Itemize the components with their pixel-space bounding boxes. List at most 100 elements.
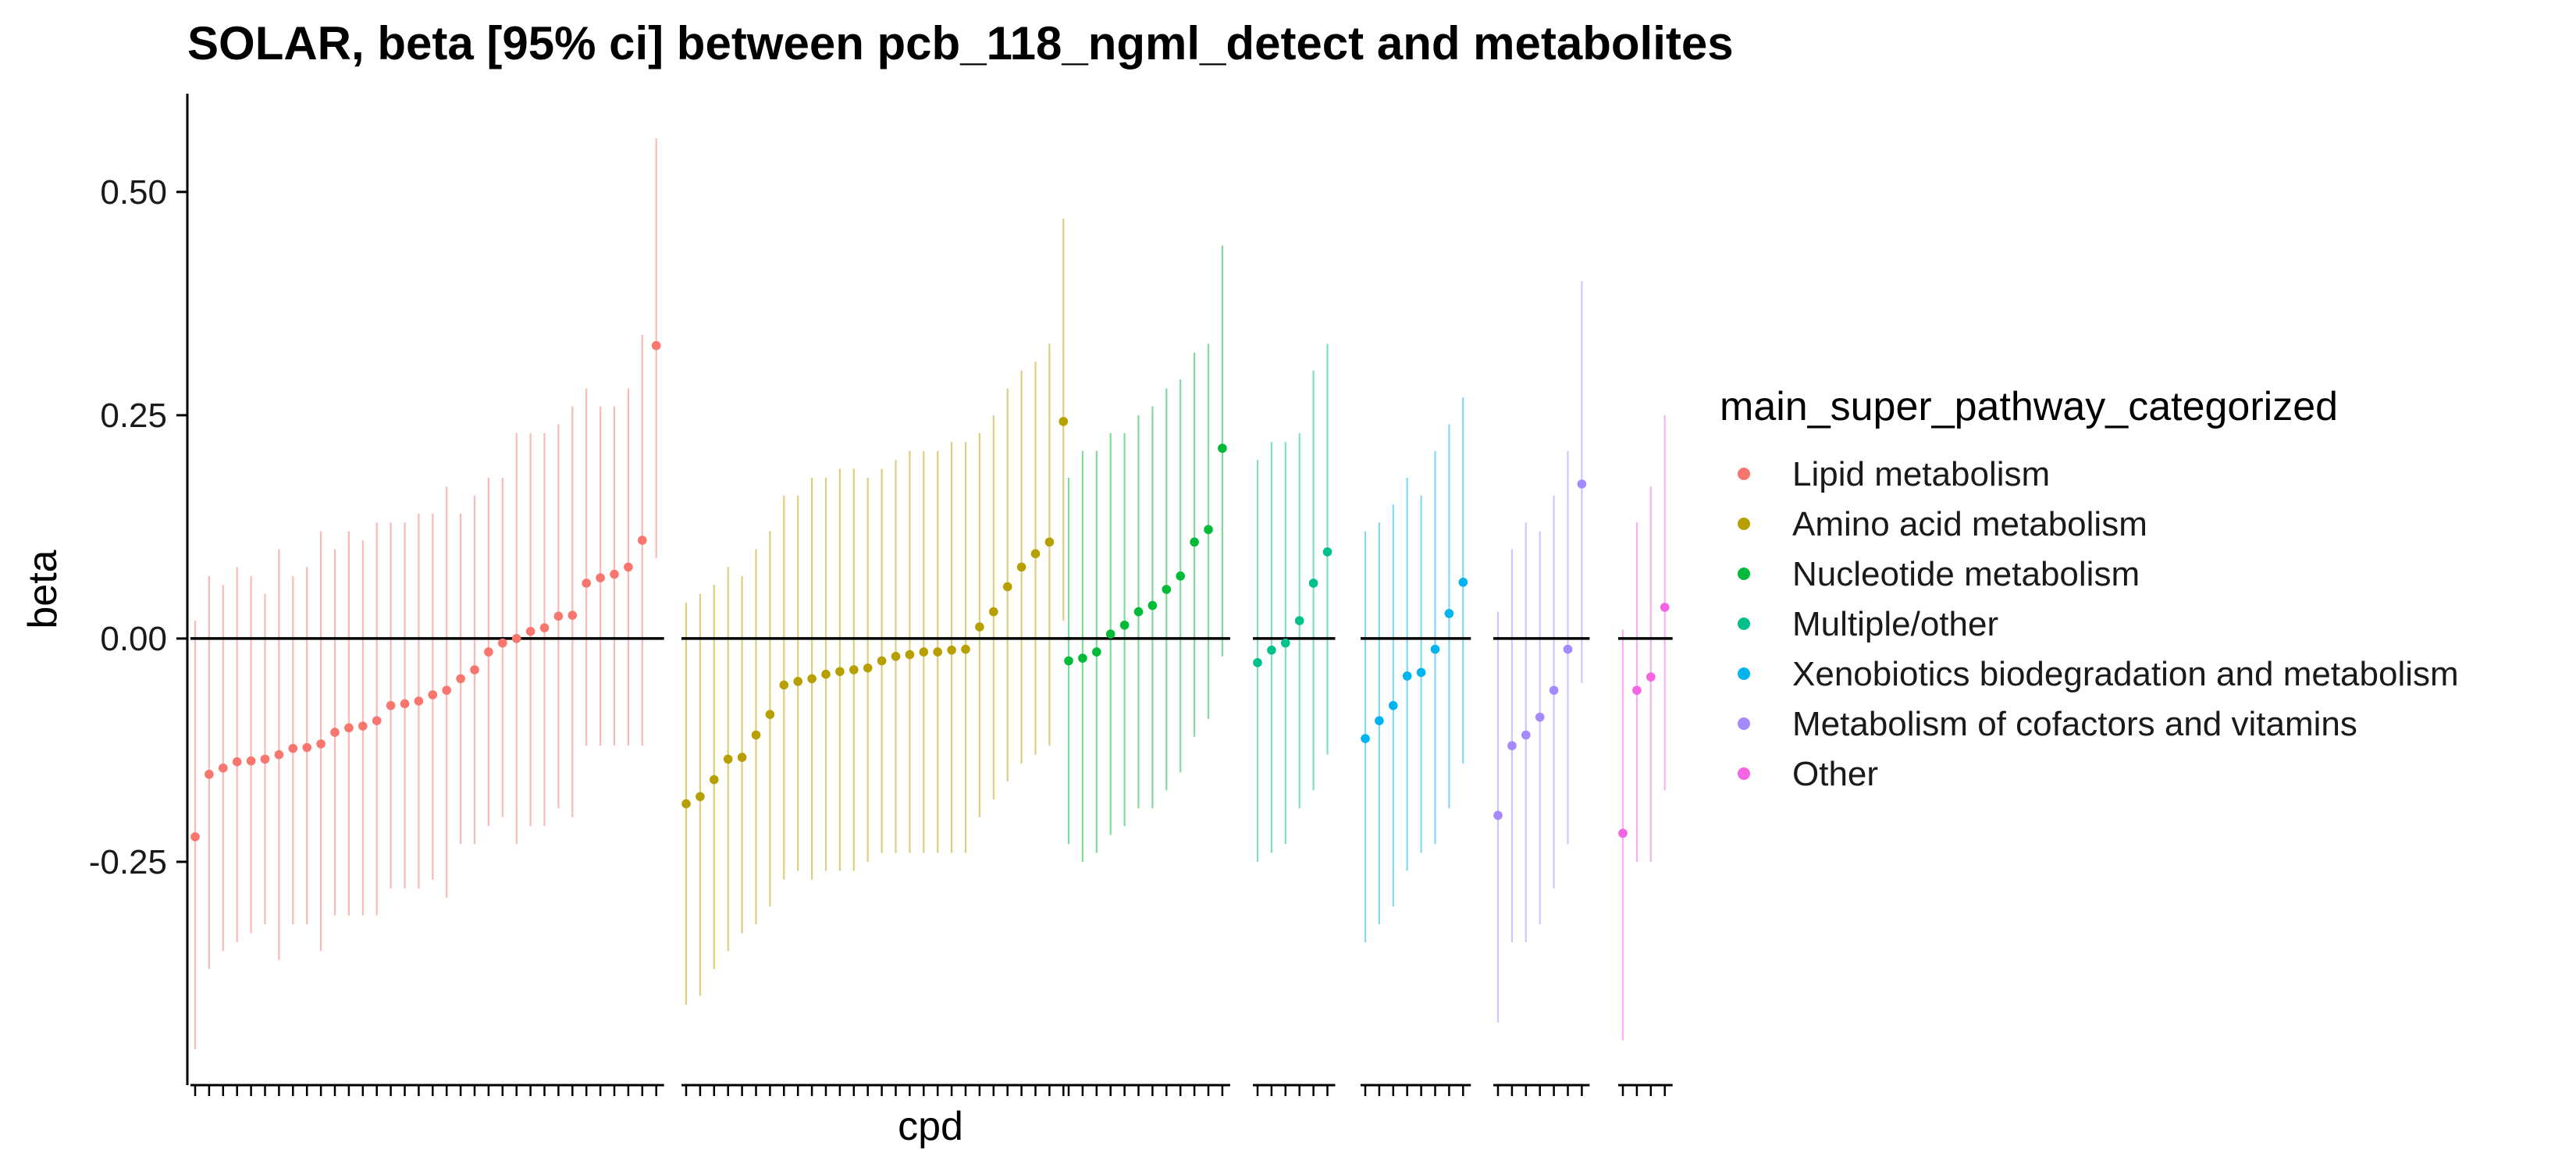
- legend-entry: Nucleotide metabolism: [1792, 555, 2140, 593]
- data-point: [1016, 562, 1026, 572]
- data-point: [1521, 730, 1531, 740]
- data-point: [553, 611, 564, 621]
- data-point: [190, 832, 200, 842]
- data-point: [765, 710, 775, 719]
- panel-5: [1361, 397, 1471, 1096]
- data-point: [961, 644, 970, 654]
- data-point: [498, 638, 507, 648]
- data-point: [1646, 672, 1656, 682]
- legend-swatch: [1738, 568, 1750, 580]
- data-point: [737, 753, 747, 762]
- data-point: [1507, 741, 1517, 751]
- data-point: [681, 799, 691, 809]
- data-point: [1162, 585, 1172, 594]
- legend-entry: Multiple/other: [1792, 605, 1998, 643]
- legend-entry: Lipid metabolism: [1792, 455, 2050, 493]
- data-point: [1308, 578, 1318, 588]
- legend-entry: Other: [1792, 755, 1878, 793]
- data-point: [821, 669, 831, 679]
- data-point: [205, 770, 214, 779]
- data-point: [539, 623, 550, 632]
- data-point: [400, 699, 410, 709]
- data-point: [891, 652, 901, 661]
- data-point: [596, 573, 605, 582]
- data-point: [1430, 644, 1440, 654]
- data-point: [316, 739, 326, 749]
- y-tick-label: -0.25: [89, 843, 167, 881]
- data-point: [1660, 603, 1670, 612]
- data-point: [624, 562, 633, 572]
- data-point: [330, 728, 340, 737]
- panel-4: [1253, 343, 1336, 1096]
- legend-swatch: [1738, 717, 1750, 730]
- legend-swatch: [1738, 667, 1750, 680]
- data-point: [905, 650, 915, 660]
- data-point: [1190, 537, 1199, 547]
- data-point: [1044, 537, 1055, 547]
- legend-swatch: [1738, 618, 1750, 630]
- data-point: [1119, 620, 1130, 630]
- data-point: [975, 622, 984, 632]
- legend-entry: Amino acid metabolism: [1792, 505, 2147, 543]
- panel-2: [681, 219, 1072, 1096]
- data-point: [1535, 712, 1545, 722]
- data-point: [1549, 685, 1559, 696]
- data-point: [1375, 716, 1384, 725]
- data-point: [1632, 685, 1642, 696]
- data-point: [1147, 600, 1158, 610]
- y-axis-title: beta: [20, 550, 66, 628]
- data-point: [1218, 443, 1227, 454]
- data-point: [232, 757, 242, 767]
- data-point: [1493, 810, 1503, 820]
- data-point: [723, 754, 733, 764]
- data-point: [947, 646, 956, 655]
- legend-swatch: [1738, 767, 1750, 780]
- data-point: [1416, 667, 1426, 678]
- data-point: [793, 677, 802, 686]
- data-point: [1204, 525, 1213, 535]
- data-point: [1105, 629, 1115, 639]
- data-point: [933, 647, 942, 657]
- data-point: [568, 610, 578, 620]
- legend-title: main_super_pathway_categorized: [1720, 384, 2338, 429]
- data-point: [1402, 671, 1412, 681]
- panel-6: [1493, 281, 1590, 1096]
- data-point: [1322, 547, 1332, 557]
- legend-entry: Xenobiotics biodegradation and metabolis…: [1792, 655, 2459, 693]
- data-point: [484, 647, 493, 657]
- chart-title: SOLAR, beta [95% ci] between pcb_118_ngm…: [187, 17, 1734, 69]
- panel-7: [1618, 415, 1673, 1096]
- data-point: [456, 674, 465, 684]
- y-tick-label: 0.25: [100, 397, 167, 435]
- data-point: [863, 663, 873, 673]
- data-point: [919, 647, 929, 657]
- data-point: [1267, 646, 1276, 655]
- data-point: [710, 774, 719, 785]
- legend-entry: Metabolism of cofactors and vitamins: [1792, 705, 2357, 743]
- data-point: [696, 792, 705, 802]
- legend: main_super_pathway_categorized Lipid met…: [1720, 384, 2459, 793]
- data-point: [442, 685, 451, 696]
- data-point: [1294, 616, 1304, 625]
- data-point: [260, 754, 270, 764]
- data-point: [779, 680, 789, 690]
- panel-3: [1064, 245, 1230, 1096]
- data-point: [610, 569, 619, 579]
- data-point: [525, 626, 535, 636]
- data-point: [651, 340, 661, 351]
- data-point: [1389, 700, 1398, 710]
- data-point: [1444, 609, 1454, 618]
- data-point: [1281, 638, 1290, 648]
- data-point: [302, 742, 312, 753]
- legend-swatch: [1738, 468, 1750, 480]
- data-point: [274, 749, 284, 760]
- data-point: [428, 690, 438, 699]
- data-point: [751, 730, 761, 740]
- data-point: [1361, 734, 1370, 743]
- data-point: [246, 756, 256, 766]
- y-tick-label: 0.00: [100, 620, 167, 658]
- data-point: [372, 716, 382, 725]
- data-point: [1064, 656, 1073, 666]
- data-point: [1133, 607, 1144, 617]
